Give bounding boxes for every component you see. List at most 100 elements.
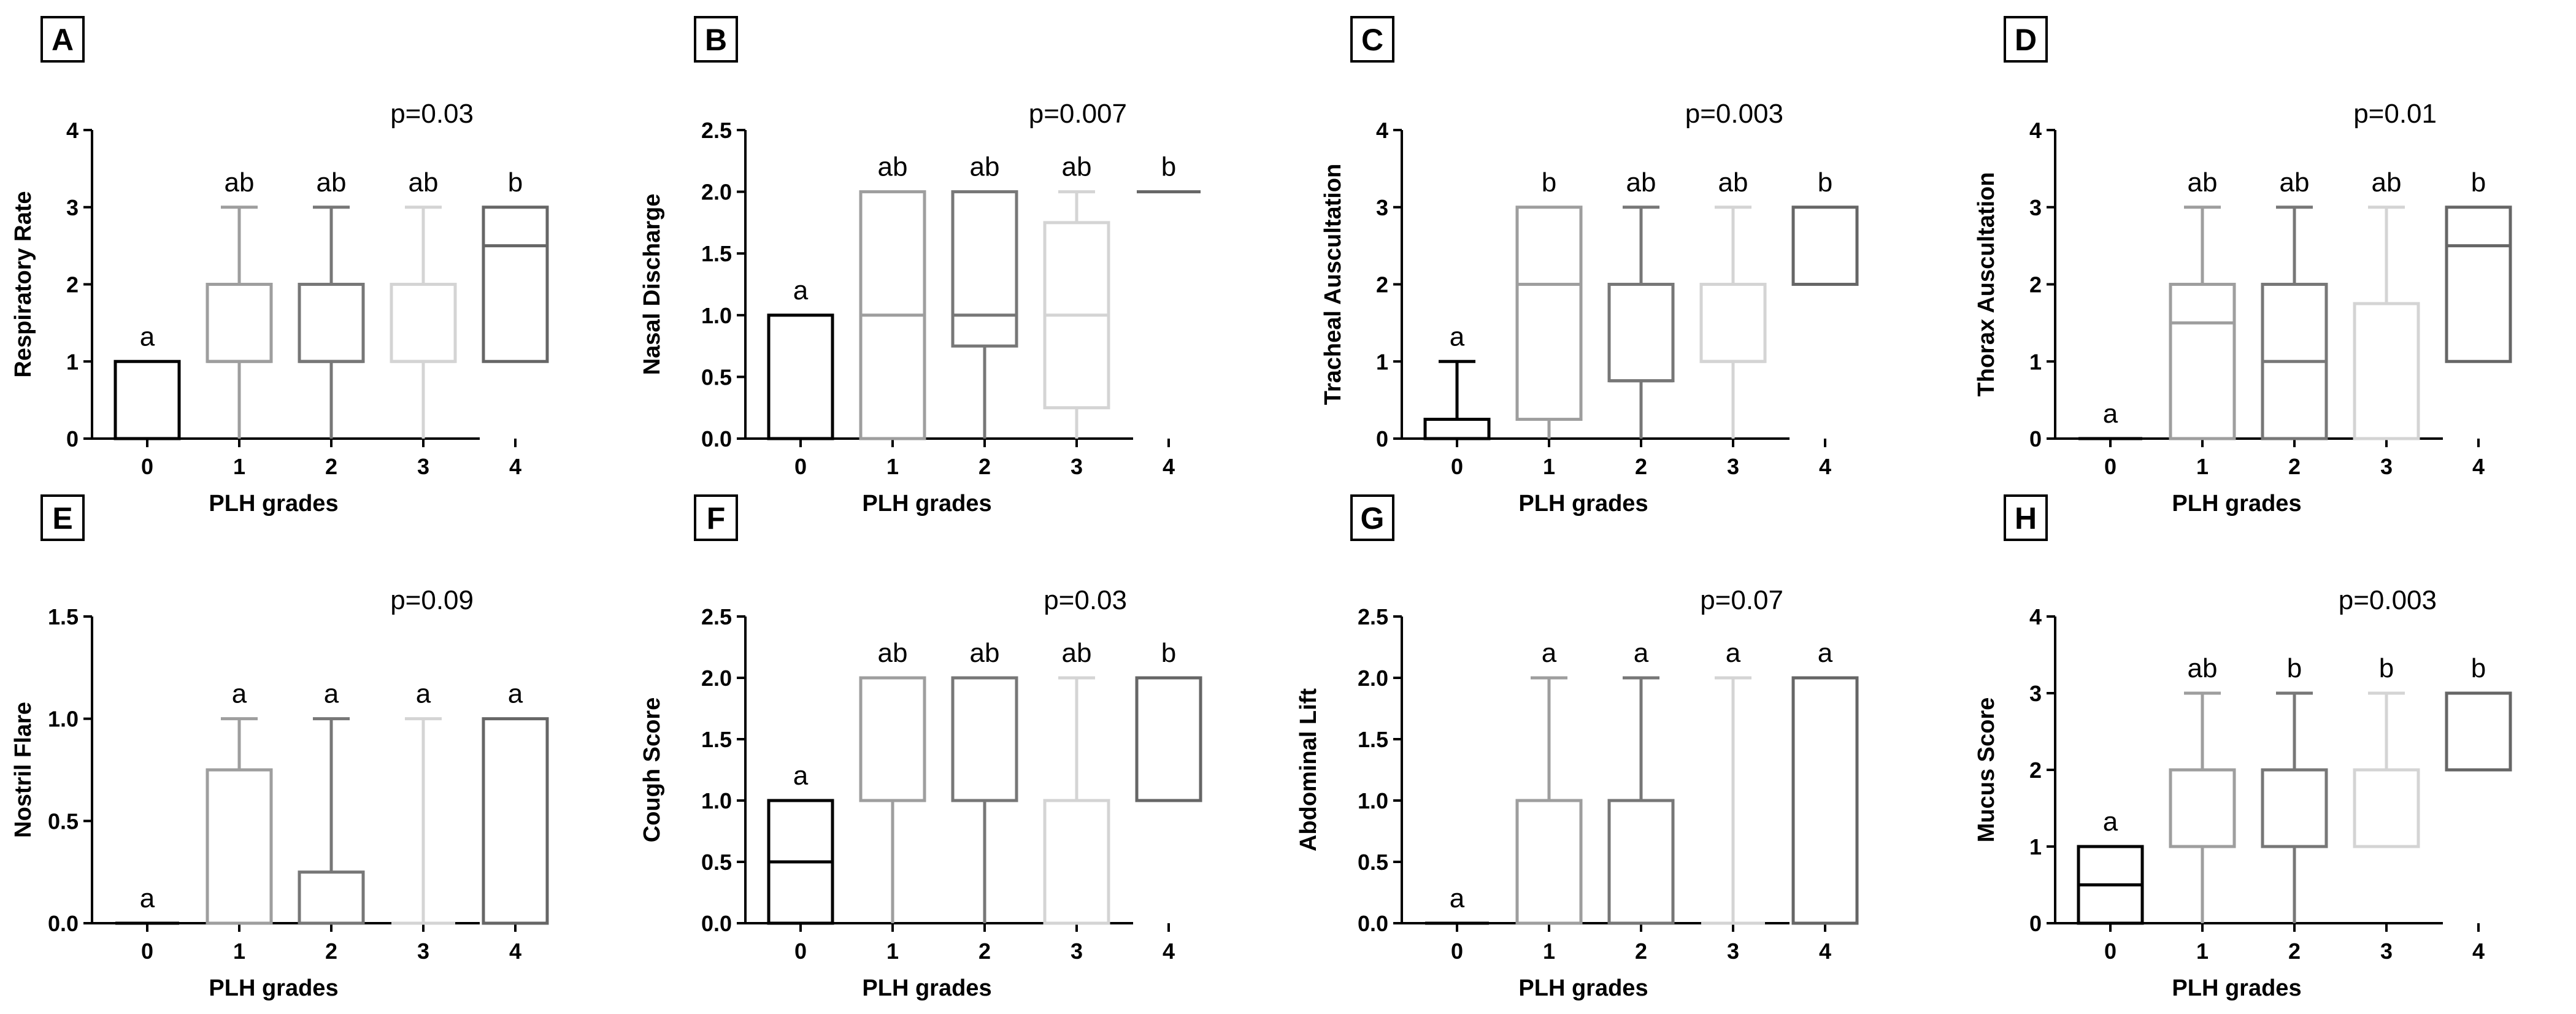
x-tick-label: 0: [1451, 939, 1463, 964]
panel-letter: C: [1361, 23, 1383, 57]
significance-letter: a: [793, 275, 809, 305]
y-axis-title: Thorax Auscultation: [1974, 172, 1999, 397]
x-tick-label: 3: [1071, 939, 1083, 964]
box-group-1: b: [1517, 167, 1581, 439]
y-tick-label: 1: [2029, 834, 2042, 859]
box-group-3: a: [1701, 638, 1765, 923]
chart-panel-b: B0.00.51.01.52.02.5Nasal Discharge0 1 2 3 4P…: [639, 17, 1201, 517]
significance-letter: ab: [2188, 167, 2218, 198]
y-tick-label: 0: [2029, 911, 2042, 936]
x-axis-title: PLH grades: [1518, 491, 1648, 517]
y-tick-label: 4: [1376, 118, 1388, 143]
significance-letter: a: [1450, 321, 1465, 351]
x-tick-label: 2: [978, 939, 991, 964]
box-iqr: [953, 678, 1017, 801]
y-tick-label: 2.5: [701, 604, 732, 629]
y-axis-title: Tracheal Auscultation: [1320, 164, 1346, 405]
y-tick-label: 4: [66, 118, 79, 143]
significance-letter: a: [2103, 399, 2118, 429]
box-group-2: ab: [2263, 167, 2326, 439]
y-axis-title: Cough Score: [639, 697, 665, 842]
box-group-1: ab: [861, 638, 925, 923]
panel-letter: E: [52, 501, 72, 536]
box-iqr: [1517, 207, 1581, 420]
chart-panel-a: A 0 1 2 3 4 Respiratory Rate 0 1 2 3 4 PLH grades p=0…: [10, 17, 547, 517]
significance-letter: ab: [317, 167, 347, 198]
y-tick-label: 1.5: [701, 241, 732, 266]
y-tick-label: 3: [2029, 681, 2042, 706]
y-tick-label: 1.5: [48, 604, 79, 629]
box-group-2: ab: [953, 152, 1017, 439]
box-group-4: b: [1137, 152, 1201, 192]
significance-letter: ab: [409, 167, 439, 198]
x-axis-title: PLH grades: [2172, 491, 2301, 517]
x-tick-label: 1: [1543, 454, 1555, 479]
x-tick-label: 3: [2380, 939, 2393, 964]
box-iqr: [299, 872, 363, 923]
x-axis-title: PLH grades: [209, 491, 338, 517]
x-tick-label: 2: [325, 454, 337, 479]
y-tick-label: 3: [2029, 195, 2042, 220]
significance-letter: a: [1542, 638, 1557, 668]
y-tick-label: 2.0: [701, 666, 732, 691]
box-iqr: [1609, 285, 1673, 381]
x-axis-title: PLH grades: [209, 975, 338, 1001]
x-tick-label: 4: [1163, 939, 1175, 964]
box-group-0: a: [115, 883, 179, 923]
significance-letter: a: [793, 761, 809, 791]
x-tick-label: 2: [978, 454, 991, 479]
box-iqr: [2447, 207, 2510, 362]
y-tick-label: 0.5: [701, 364, 732, 390]
box-group-2: a: [1609, 638, 1673, 923]
significance-letter: b: [2471, 653, 2486, 683]
box-group-4: a: [1793, 638, 1857, 923]
box-iqr: [2170, 285, 2234, 439]
box-iqr: [1425, 420, 1489, 439]
y-tick-label: 1.5: [1358, 727, 1388, 752]
y-tick-label: 1: [2029, 349, 2042, 374]
y-tick-label: 4: [2029, 118, 2042, 143]
significance-letter: ab: [970, 638, 1000, 668]
y-tick-label: 1.0: [48, 707, 79, 732]
x-tick-label: 4: [1163, 454, 1175, 479]
box-group-0: a: [769, 275, 832, 439]
chart-panel-e: E 0.0 0.5 1.0 1.5 Nostril Flare 0 1 2 3 4 PLH grade…: [10, 496, 547, 1001]
significance-letter: ab: [970, 152, 1000, 182]
box-iqr: [2355, 304, 2418, 439]
y-tick-label: 0.5: [48, 809, 79, 834]
y-tick-label: 2: [2029, 758, 2042, 783]
significance-letter: a: [1726, 638, 1741, 668]
p-value: p=0.03: [1044, 585, 1127, 615]
x-tick-label: 4: [2472, 454, 2485, 479]
box-group-2: b: [2263, 653, 2326, 923]
significance-letter: a: [508, 679, 523, 709]
significance-letter: a: [1634, 638, 1649, 668]
box-iqr: [207, 770, 271, 923]
p-value: p=0.09: [390, 585, 474, 615]
chart-panel-d: D01234Thorax Auscultation0 1 2 3 4PLH grades…: [1974, 17, 2510, 517]
box-group-0: a: [1425, 321, 1489, 439]
box-group-3: a: [391, 679, 455, 923]
y-axis-title: Mucus Score: [1974, 697, 1999, 843]
y-tick-label: 1.0: [701, 303, 732, 328]
box-iqr: [483, 719, 547, 923]
x-tick-label: 0: [2104, 454, 2117, 479]
box-iqr: [299, 285, 363, 362]
box-group-0: a: [769, 761, 832, 923]
x-tick-label: 1: [233, 939, 245, 964]
box-iqr: [1793, 207, 1857, 285]
x-tick-label: 1: [886, 939, 899, 964]
significance-letter: ab: [1062, 152, 1092, 182]
x-tick-label: 2: [2288, 454, 2301, 479]
box-group-3: ab: [1045, 152, 1109, 439]
box-iqr: [115, 361, 179, 439]
y-tick-label: 3: [66, 195, 79, 220]
p-value: p=0.003: [2339, 585, 2437, 615]
x-tick-label: 3: [1727, 939, 1739, 964]
y-tick-label: 2.0: [701, 180, 732, 205]
y-tick-label: 2: [1376, 272, 1388, 298]
box-group-1: ab: [2170, 167, 2234, 439]
box-group-0: a: [115, 321, 179, 439]
x-tick-label: 1: [2196, 454, 2209, 479]
x-axis-title: PLH grades: [2172, 975, 2301, 1001]
